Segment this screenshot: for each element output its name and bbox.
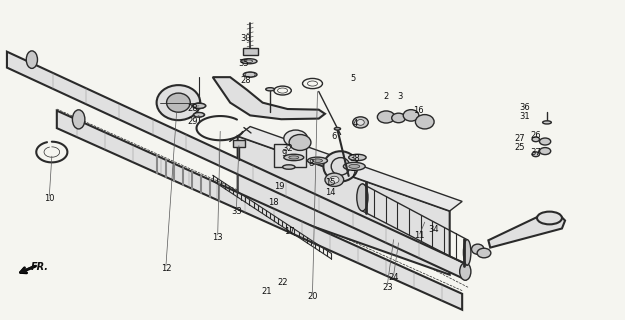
- Polygon shape: [213, 77, 325, 119]
- Ellipse shape: [329, 176, 339, 183]
- Ellipse shape: [378, 111, 395, 123]
- Text: 35: 35: [239, 59, 249, 68]
- Ellipse shape: [282, 165, 295, 169]
- Ellipse shape: [312, 159, 322, 162]
- Ellipse shape: [331, 158, 350, 175]
- Ellipse shape: [477, 248, 491, 258]
- Text: 18: 18: [268, 197, 279, 206]
- Ellipse shape: [542, 121, 551, 124]
- Text: 33: 33: [231, 207, 242, 216]
- Text: 31: 31: [519, 112, 530, 121]
- FancyBboxPatch shape: [274, 144, 306, 167]
- Circle shape: [537, 212, 562, 224]
- Ellipse shape: [416, 115, 434, 129]
- Text: 10: 10: [44, 194, 54, 203]
- Text: 17: 17: [284, 227, 295, 236]
- Text: 19: 19: [274, 182, 285, 191]
- Bar: [242, 49, 258, 55]
- Ellipse shape: [193, 113, 204, 117]
- Text: 22: 22: [278, 278, 288, 287]
- Text: 37: 37: [531, 148, 541, 156]
- Text: 38: 38: [349, 154, 360, 163]
- Text: 26: 26: [531, 131, 541, 140]
- Ellipse shape: [167, 93, 190, 112]
- Ellipse shape: [349, 154, 366, 161]
- Polygon shape: [238, 126, 462, 211]
- Text: 27: 27: [514, 134, 525, 143]
- Text: 36: 36: [519, 103, 530, 112]
- Text: 12: 12: [161, 264, 171, 273]
- Ellipse shape: [539, 138, 551, 145]
- Text: FR.: FR.: [31, 262, 49, 272]
- Text: 23: 23: [382, 283, 392, 292]
- Ellipse shape: [532, 137, 539, 142]
- Text: 3: 3: [397, 92, 402, 101]
- Text: 29: 29: [188, 117, 198, 126]
- Ellipse shape: [463, 240, 471, 265]
- Ellipse shape: [343, 162, 365, 170]
- Ellipse shape: [241, 59, 257, 64]
- Text: 24: 24: [388, 273, 399, 282]
- Ellipse shape: [459, 263, 471, 280]
- Text: 21: 21: [262, 287, 272, 296]
- Ellipse shape: [284, 130, 308, 147]
- Text: 34: 34: [429, 225, 439, 234]
- Text: 4: 4: [352, 119, 357, 128]
- Ellipse shape: [323, 151, 357, 181]
- Text: 28: 28: [241, 76, 251, 85]
- Text: 14: 14: [325, 188, 335, 197]
- Ellipse shape: [334, 127, 341, 130]
- Text: 8: 8: [309, 159, 314, 168]
- Text: 7: 7: [351, 170, 356, 179]
- Ellipse shape: [284, 154, 304, 161]
- Ellipse shape: [357, 184, 368, 211]
- Text: 28: 28: [188, 104, 198, 113]
- Ellipse shape: [308, 157, 328, 164]
- Text: 13: 13: [213, 233, 223, 242]
- Ellipse shape: [243, 72, 257, 77]
- Ellipse shape: [352, 117, 368, 128]
- Ellipse shape: [266, 88, 274, 91]
- Ellipse shape: [349, 164, 360, 168]
- Ellipse shape: [539, 148, 551, 155]
- Ellipse shape: [72, 110, 85, 129]
- Polygon shape: [238, 136, 450, 275]
- Text: 5: 5: [351, 74, 356, 83]
- Text: 16: 16: [413, 106, 424, 115]
- Ellipse shape: [392, 113, 406, 123]
- Text: 2: 2: [384, 92, 389, 101]
- Text: 15: 15: [325, 179, 335, 188]
- Polygon shape: [488, 214, 565, 248]
- Ellipse shape: [26, 51, 38, 68]
- Ellipse shape: [289, 134, 311, 150]
- Polygon shape: [7, 52, 465, 279]
- Ellipse shape: [192, 103, 206, 108]
- Ellipse shape: [532, 152, 539, 157]
- Bar: [233, 140, 244, 147]
- Text: 30: 30: [241, 35, 251, 44]
- Text: 11: 11: [414, 231, 425, 240]
- Ellipse shape: [403, 110, 419, 121]
- Ellipse shape: [357, 120, 364, 125]
- Text: 32: 32: [282, 144, 293, 153]
- FancyArrowPatch shape: [21, 266, 34, 272]
- Ellipse shape: [325, 173, 344, 187]
- Text: 9: 9: [282, 149, 287, 158]
- Text: 6: 6: [332, 132, 337, 140]
- Polygon shape: [57, 111, 462, 310]
- Text: 20: 20: [308, 292, 318, 300]
- Text: 25: 25: [514, 143, 525, 152]
- Ellipse shape: [289, 156, 299, 159]
- Ellipse shape: [157, 85, 200, 120]
- Ellipse shape: [471, 244, 484, 254]
